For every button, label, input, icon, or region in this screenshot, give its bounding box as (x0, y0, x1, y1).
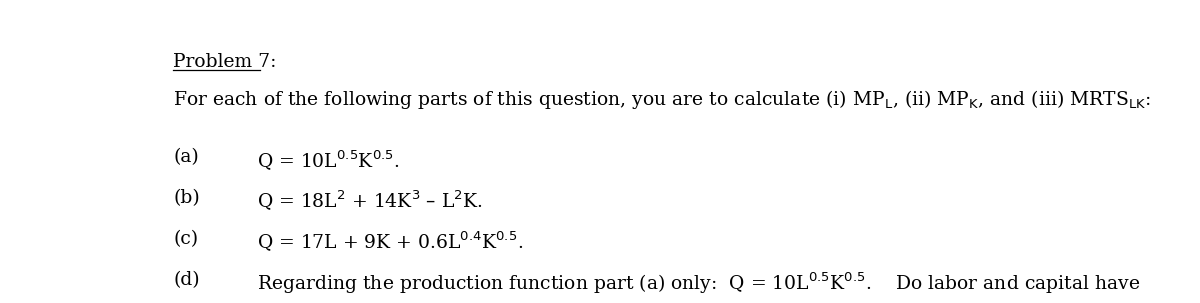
Text: (c): (c) (173, 230, 198, 248)
Text: For each of the following parts of this question, you are to calculate (i) MP$_{: For each of the following parts of this … (173, 88, 1152, 111)
Text: Q = 10L$^{0.5}$K$^{0.5}$.: Q = 10L$^{0.5}$K$^{0.5}$. (257, 148, 400, 172)
Text: Q = 18L$^{2}$ + 14K$^{3}$ – L$^{2}$K.: Q = 18L$^{2}$ + 14K$^{3}$ – L$^{2}$K. (257, 189, 482, 213)
Text: Problem 7:: Problem 7: (173, 53, 277, 71)
Text: (b): (b) (173, 189, 200, 207)
Text: Q = 17L + 9K + 0.6L$^{0.4}$K$^{0.5}$.: Q = 17L + 9K + 0.6L$^{0.4}$K$^{0.5}$. (257, 230, 523, 254)
Text: (d): (d) (173, 271, 200, 289)
Text: Regarding the production function part (a) only:  Q = 10L$^{0.5}$K$^{0.5}$.    D: Regarding the production function part (… (257, 271, 1140, 296)
Text: (a): (a) (173, 148, 199, 166)
